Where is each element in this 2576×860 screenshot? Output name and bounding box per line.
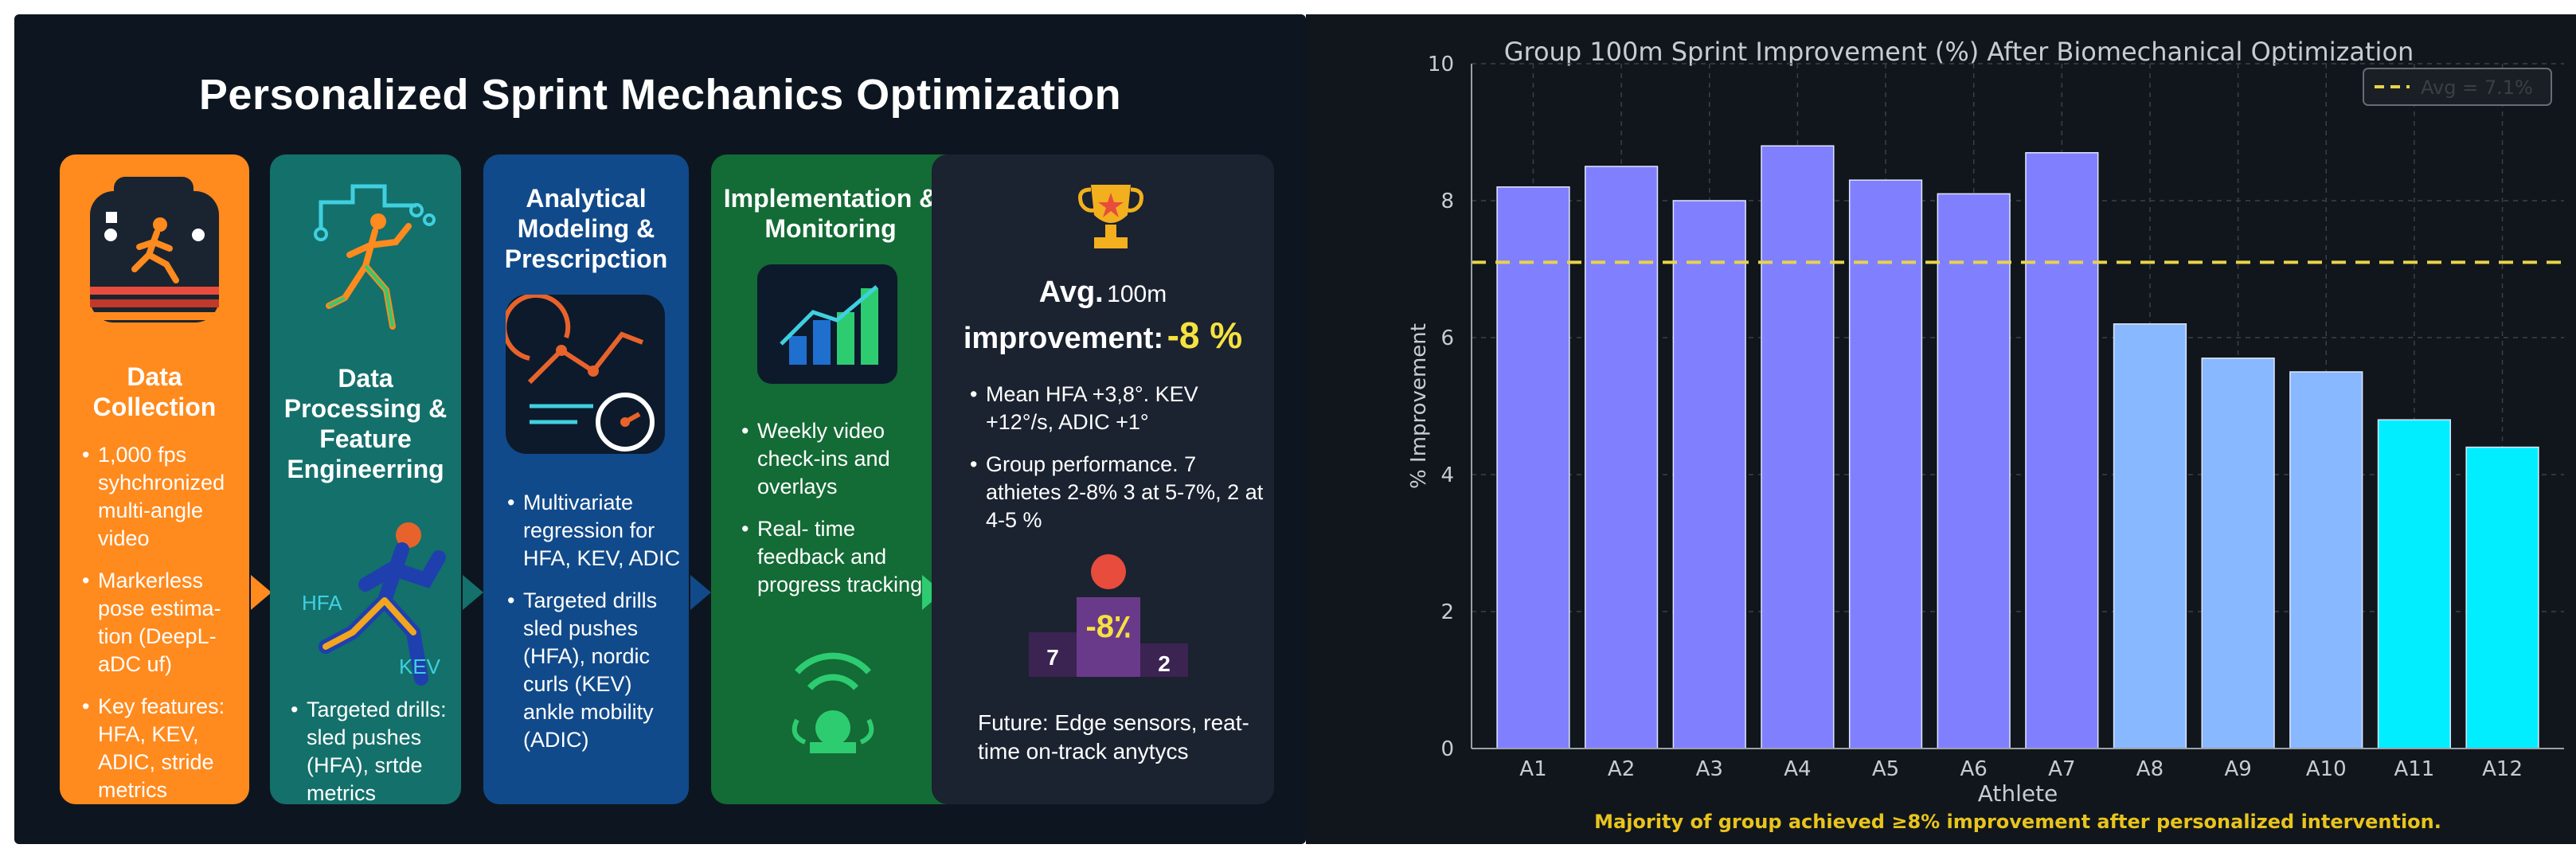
y-axis-label: % Improvement [1407,323,1431,489]
x-tick-label: A4 [1784,757,1811,781]
x-tick-label: A9 [2224,757,2251,781]
improvement-value: -8 % [1167,315,1243,356]
legend-label: Avg = 7.1% [2421,76,2533,99]
stage-bullets: Targeted drills: sled pushes (HFA), srtd… [291,696,456,822]
y-tick-label: 0 [1440,737,1454,761]
stage-analytical-modeling: Analytical Modeling & Prescripction Mult… [483,154,689,804]
network-runner-icon [297,178,440,342]
flow-arrow-icon [251,575,272,610]
analytics-dial-icon [502,292,665,466]
x-axis-label: Athlete [1978,780,2058,807]
bullet: Real- time feedback and progress trackin… [741,515,944,599]
bar [1761,145,1835,749]
legend-box [2363,68,2552,106]
bar [2377,419,2452,749]
bullet: Group performance. 7 athietes 2-8% 3 at … [970,451,1266,534]
bar [1672,200,1746,749]
infographic-panel: Personalized Sprint Mechanics Optimizati… [14,14,1306,844]
x-tick-label: A12 [2482,757,2523,781]
chart-caption: Majority of group achieved ≥8% improveme… [1594,811,2441,833]
x-tick-label: A2 [1608,757,1635,781]
bullet: Targeted drills: sled pushes (HFA), srtd… [291,696,456,807]
future-note: Future: Edge sensors, reat-time on-track… [978,710,1249,764]
stage-bullets: 1,000 fps syhchronized multi-angle video… [82,441,243,819]
bar-chart: Group 100m Sprint Improvement (%) After … [1407,37,2564,833]
bullet: Targeted drills sled pushes (HFA), nordi… [507,587,682,754]
results-bullets: Mean HFA +3,8°. KEV +12°/s, ADIC +1° Gro… [970,381,1266,549]
chart-panel: Group 100m Sprint Improvement (%) After … [1306,14,2576,844]
stage-data-collection: Data Collection 1,000 fps syhchronized m… [60,154,249,804]
x-tick-label: A3 [1696,757,1723,781]
bullet: Mean HFA +3,8°. KEV +12°/s, ADIC +1° [970,381,1266,436]
improvement-label: improvement: [963,322,1164,355]
results-panel: Avg. 100m improvement: -8 % Mean HFA +3,… [932,154,1274,804]
flow-arrow-icon [690,575,711,610]
chart-title: Group 100m Sprint Improvement (%) After … [1504,37,2414,67]
avg-unit: 100m [1107,281,1167,307]
y-tick-label: 2 [1440,600,1454,624]
bar [2201,358,2275,749]
stage-implementation: Implementation & Monitoring Weekly video… [711,154,950,804]
podium-icon: -8٪ 7 2 [1021,553,1196,684]
axes: 0 2 4 6 8 10 A1 A2 A3 A4 A5 A6 A7 A8 A9 A10 A11 A12 [1428,53,2564,781]
x-tick-label: A11 [2394,757,2434,781]
stage-title: Implementation & Monitoring [723,184,938,243]
stage-bullets: Weekly video check-ins and overlays Real… [741,417,944,613]
y-tick-label: 10 [1428,53,1454,76]
infographic-title: Personalized Sprint Mechanics Optimizati… [198,71,1122,119]
x-tick-label: A6 [1960,757,1988,781]
bullet: 1,000 fps syhchronized multi-angle video [82,441,243,553]
x-tick-label: A7 [2048,757,2075,781]
bullet: Markerless pose estima- tion (DeepL- aDC… [82,567,243,678]
avg-label: Avg. [1038,276,1104,309]
bullet: Key features: HFA, KEV, ADIC, stride met… [82,693,243,804]
bar [1848,179,1923,749]
x-tick-label: A8 [2136,757,2164,781]
bullet: Multivariate regression for HFA, KEV, AD… [507,489,682,573]
bullet: Weekly video check-ins and overlays [741,417,944,501]
x-tick-label: A5 [1872,757,1899,781]
bar [2289,371,2363,749]
legend: Avg = 7.1% [2363,68,2552,106]
stage-bullets: Multivariate regression for HFA, KEV, AD… [507,489,682,768]
sprinter-joints-icon [302,513,453,692]
avg-improvement-heading: Avg. 100m improvement: -8 % [932,274,1274,363]
bar [1496,186,1570,749]
dashboard-chart-icon [757,264,897,396]
bar [2025,152,2099,749]
x-tick-label: A1 [1519,757,1546,781]
x-tick-label: A10 [2306,757,2347,781]
stage-title: Data Processing & Feature Engineerring [283,364,448,483]
flow-arrow-icon [463,575,483,610]
y-tick-label: 4 [1440,463,1454,487]
podium-right-label: 2 [1158,651,1171,676]
podium-center-label: -8٪ [1085,609,1132,644]
hfa-label: HFA [302,591,342,615]
podium-left-label: 7 [1046,645,1059,670]
trophy-icon [1075,178,1147,262]
bar [1584,166,1659,749]
bars [1496,145,2539,749]
y-tick-label: 6 [1440,326,1454,350]
bar [2465,446,2539,749]
wireless-sensor-icon [773,640,893,772]
stage-title: Analytical Modeling & Prescripction [504,184,668,273]
y-tick-label: 8 [1440,190,1454,213]
stage-title: Data Collection [92,362,217,421]
bar [2113,323,2187,749]
bar [1937,193,2011,749]
stage-data-processing: Data Processing & Feature Engineerring H… [270,154,461,805]
kev-label: KEV [399,655,441,678]
camera-runner-icon [87,175,222,330]
